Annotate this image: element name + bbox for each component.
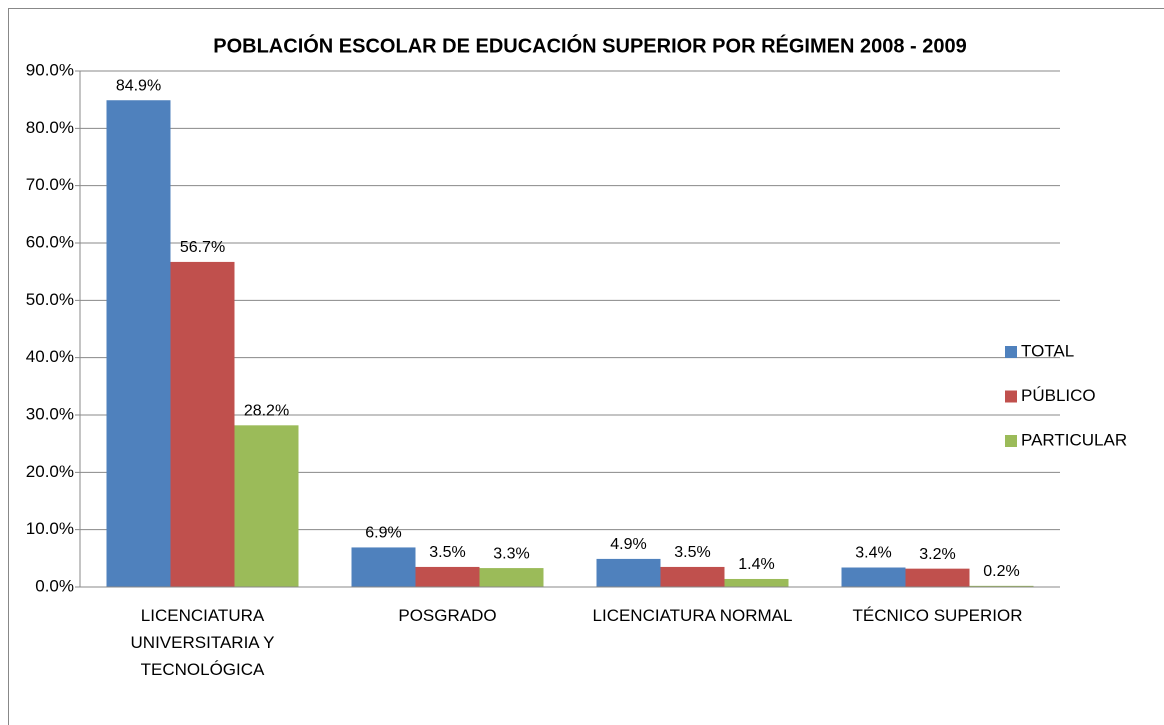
bar bbox=[724, 578, 789, 587]
value-label: 28.2% bbox=[244, 403, 289, 420]
bar bbox=[479, 568, 544, 587]
y-tick-label: 40.0% bbox=[26, 347, 74, 366]
y-tick-label: 50.0% bbox=[26, 290, 74, 309]
legend-swatch bbox=[1005, 390, 1017, 403]
bar bbox=[969, 585, 1034, 587]
value-label: 3.5% bbox=[674, 544, 710, 561]
x-tick-label: LICENCIATURA UNIVERSITARIA Y TECNOLÓGICA bbox=[130, 606, 275, 679]
legend-label: PÚBLICO bbox=[1021, 386, 1096, 405]
legend-swatch bbox=[1005, 435, 1017, 447]
y-tick-label: 0.0% bbox=[35, 576, 74, 595]
x-tick-label: POSGRADO bbox=[398, 606, 497, 625]
y-tick-label: 60.0% bbox=[26, 232, 74, 251]
bar bbox=[234, 425, 299, 587]
y-tick-label: 80.0% bbox=[26, 118, 74, 137]
bar bbox=[170, 261, 235, 587]
bar bbox=[351, 547, 416, 587]
value-label: 0.2% bbox=[983, 563, 1019, 580]
y-tick-label: 30.0% bbox=[26, 404, 74, 423]
y-tick-label: 10.0% bbox=[26, 519, 74, 538]
bar bbox=[905, 568, 970, 587]
bar bbox=[415, 566, 480, 587]
value-label: 3.3% bbox=[493, 545, 529, 562]
value-label: 3.4% bbox=[855, 545, 891, 562]
legend-label: PARTICULAR bbox=[1021, 430, 1127, 449]
y-tick-label: 70.0% bbox=[26, 175, 74, 194]
y-tick-label: 20.0% bbox=[26, 462, 74, 481]
value-label: 6.9% bbox=[365, 525, 401, 542]
value-label: 84.9% bbox=[116, 77, 161, 94]
y-tick-label: 90.0% bbox=[26, 60, 74, 79]
x-tick-label: TÉCNICO SUPERIOR bbox=[852, 606, 1023, 625]
x-tick-label: LICENCIATURA NORMAL bbox=[592, 606, 793, 625]
legend-label: TOTAL bbox=[1021, 341, 1074, 360]
value-label: 4.9% bbox=[610, 536, 646, 553]
value-label: 1.4% bbox=[738, 556, 774, 573]
bar bbox=[841, 567, 906, 587]
legend-swatch bbox=[1005, 346, 1017, 358]
value-label: 3.2% bbox=[919, 546, 955, 563]
bar bbox=[106, 100, 171, 588]
value-label: 56.7% bbox=[180, 239, 225, 256]
bar bbox=[660, 566, 725, 587]
bar bbox=[596, 558, 661, 587]
chart-title: POBLACIÓN ESCOLAR DE EDUCACIÓN SUPERIOR … bbox=[213, 33, 966, 57]
chart-frame bbox=[8, 8, 1164, 725]
value-label: 3.5% bbox=[429, 544, 465, 561]
